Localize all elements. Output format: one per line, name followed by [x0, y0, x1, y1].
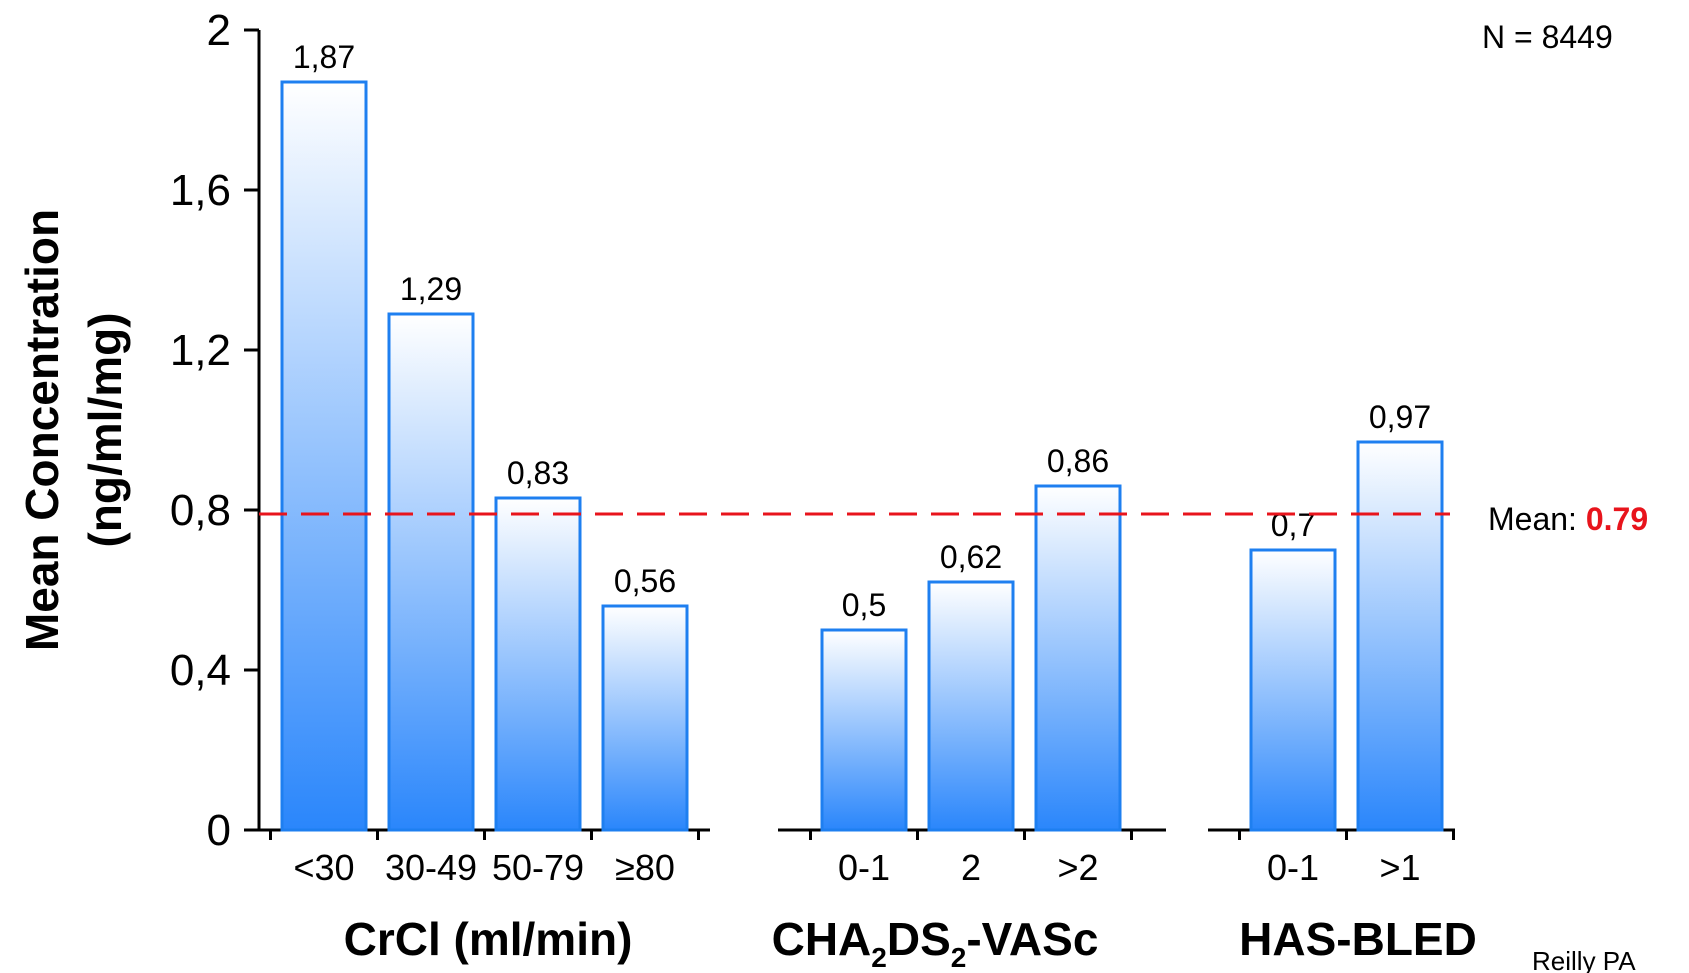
bar-value-label: 1,87 — [293, 39, 355, 75]
n-label: N = 8449 — [1482, 19, 1613, 55]
bar — [280, 80, 368, 832]
category-label: 50-79 — [492, 847, 584, 888]
category-label: <30 — [293, 847, 354, 888]
category-label: >1 — [1379, 847, 1420, 888]
chads-part-3: -VASc — [966, 913, 1098, 965]
bar-value-label: 0,86 — [1047, 443, 1109, 479]
bar — [927, 580, 1015, 832]
mean-label-value: 0.79 — [1586, 501, 1648, 537]
bar-value-label: 0,56 — [614, 563, 676, 599]
bar — [1356, 440, 1444, 832]
y-axis-label-line1: Mean Concentration — [16, 209, 68, 651]
chads-sub-1: 2 — [871, 942, 887, 973]
category-label: ≥80 — [615, 847, 675, 888]
bar — [820, 628, 908, 832]
bar-value-label: 0,83 — [507, 455, 569, 491]
bar — [387, 312, 475, 832]
y-tick-label: 0,8 — [170, 486, 231, 535]
y-tick-label: 1,2 — [170, 326, 231, 375]
category-label: 2 — [961, 847, 981, 888]
mean-label-prefix: Mean: — [1488, 501, 1586, 537]
category-label: 0-1 — [1267, 847, 1319, 888]
category-label: 0-1 — [838, 847, 890, 888]
group-label-chads-vasc: CHA2DS2-VASc — [772, 913, 1099, 973]
chads-sub-2: 2 — [951, 942, 967, 973]
y-tick-label: 0 — [207, 806, 231, 855]
bar — [601, 604, 689, 832]
bar-value-label: 0,62 — [940, 539, 1002, 575]
bar — [494, 496, 582, 832]
y-tick-label: 0,4 — [170, 646, 231, 695]
category-label: 30-49 — [385, 847, 477, 888]
y-tick-label: 1,6 — [170, 166, 231, 215]
bars: 1,87 1,29 0,83 0,56 0,5 0,62 0,86 0,7 0,97 — [280, 39, 1444, 832]
chads-part-2: DS — [887, 913, 951, 965]
category-labels: <30 30-49 50-79 ≥80 0-1 2 >2 0-1 >1 — [293, 847, 1420, 888]
bar-value-label: 0,7 — [1271, 507, 1315, 543]
bar — [1249, 548, 1337, 832]
bar-value-label: 1,29 — [400, 271, 462, 307]
mean-label: Mean: 0.79 — [1488, 501, 1648, 537]
y-axis-label-line2: (ng/ml/mg) — [79, 312, 131, 547]
group-label-has-bled: HAS-BLED — [1239, 913, 1477, 965]
bar — [1034, 484, 1122, 832]
y-tick-label: 2 — [207, 6, 231, 55]
y-axis-ticks: 0 0,4 0,8 1,2 1,6 2 — [170, 6, 259, 855]
bar-value-label: 0,5 — [842, 587, 886, 623]
group-label-crcl: CrCl (ml/min) — [344, 913, 633, 965]
category-label: >2 — [1057, 847, 1098, 888]
chads-part-1: CHA — [772, 913, 872, 965]
bar-value-label: 0,97 — [1369, 399, 1431, 435]
source-label: Reilly PA — [1532, 946, 1636, 973]
